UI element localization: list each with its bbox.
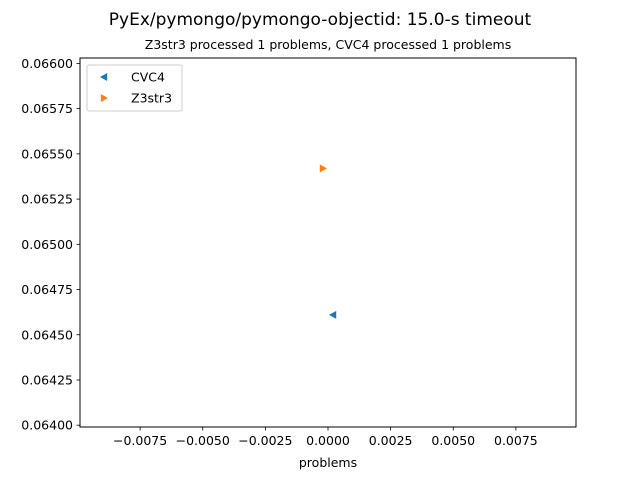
x-axis-label: problems	[299, 455, 357, 470]
x-tick-label: −0.0050	[176, 433, 230, 448]
y-tick-label: 0.06475	[21, 282, 73, 297]
y-tick-label: 0.06450	[21, 327, 73, 342]
y-tick-label: 0.06575	[21, 101, 73, 116]
y-tick-label: 0.06400	[21, 418, 73, 433]
y-axis: 0.06400 0.06425 0.06450 0.06475 0.06500 0.065…	[21, 56, 80, 433]
x-axis: −0.0075 −0.0050 −0.0025 0.0000 0.0025 0.0050 0…	[113, 427, 538, 448]
data-point-cvc4	[329, 310, 337, 319]
x-tick-label: −0.0025	[238, 433, 292, 448]
legend-label-cvc4: CVC4	[131, 70, 165, 85]
legend-label-z3str3: Z3str3	[131, 91, 172, 106]
legend-marker-z3str3	[100, 94, 108, 102]
chart-title: PyEx/pymongo/pymongo-objectid: 15.0-s ti…	[109, 10, 532, 30]
y-tick-label: 0.06425	[21, 372, 73, 387]
x-tick-label: 0.0000	[306, 433, 350, 448]
legend-box	[86, 64, 183, 112]
x-tick-label: 0.0075	[494, 433, 538, 448]
data-point-z3str3	[319, 164, 327, 173]
x-tick-label: 0.0050	[431, 433, 475, 448]
y-tick-label: 0.06500	[21, 237, 73, 252]
x-tick-label: −0.0075	[113, 433, 167, 448]
y-tick-label: 0.06525	[21, 192, 73, 207]
chart-subtitle: Z3str3 processed 1 problems, CVC4 proces…	[145, 37, 511, 52]
y-tick-label: 0.06600	[21, 56, 73, 71]
legend-marker-cvc4	[100, 73, 108, 81]
x-tick-label: 0.0025	[369, 433, 413, 448]
data-points	[319, 164, 337, 319]
y-tick-label: 0.06550	[21, 146, 73, 161]
legend: CVC4 Z3str3	[86, 64, 183, 112]
